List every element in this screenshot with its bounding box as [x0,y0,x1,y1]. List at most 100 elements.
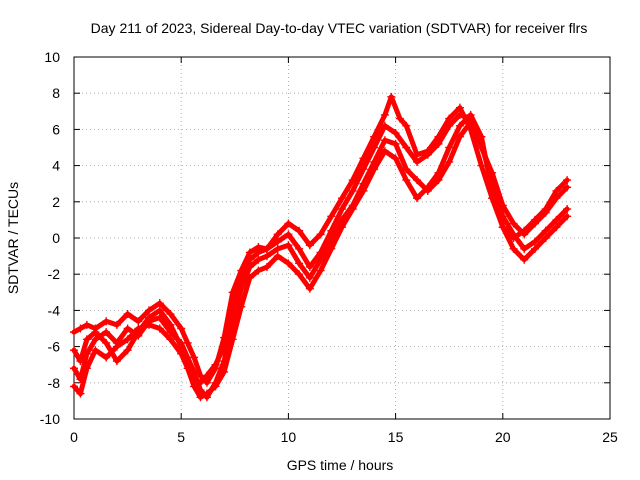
data-point [387,92,396,101]
data-point [455,121,464,130]
data-point [134,328,143,337]
x-tick-label: 5 [177,429,185,445]
data-point [402,176,411,185]
data-point [509,219,518,228]
data-point [498,201,507,210]
data-point [434,168,443,177]
data-point [76,357,85,366]
data-point [284,230,293,239]
data-point [498,223,507,232]
data-point [177,342,186,351]
y-tick-label: 6 [52,121,60,137]
data-point [190,375,199,384]
data-point [445,114,454,123]
y-tick-label: 2 [52,194,60,210]
y-tick-label: 0 [52,230,60,246]
data-point [305,241,314,250]
y-axis: -10 -8 -6 -4 -2 0 2 4 6 8 10 [40,49,610,427]
data-point [455,110,464,119]
data-point [76,389,85,398]
y-tick-label: -6 [48,339,61,355]
data-point [273,237,282,246]
data-point [305,262,314,271]
data-point [477,161,486,170]
data-point [145,313,154,322]
data-point [183,357,192,366]
data-point [402,121,411,130]
data-point [112,342,121,351]
data-point [413,157,422,166]
y-tick-label: -10 [40,411,60,427]
data-point [488,168,497,177]
data-point [563,183,572,192]
data-point [563,176,572,185]
data-point [552,186,561,195]
data-point [70,382,78,391]
data-point [327,212,336,221]
data-point [123,310,132,319]
data-point [541,208,550,217]
data-point [70,346,78,355]
data-point [76,324,85,333]
data-point [305,284,314,293]
data-point [123,324,132,333]
y-tick-label: -2 [48,266,61,282]
x-tick-label: 0 [70,429,78,445]
data-point [552,194,561,203]
data-point [391,139,400,148]
data-point [262,262,271,271]
data-point [112,357,121,366]
data-point [91,335,100,344]
data-point [541,226,550,235]
data-point [220,342,229,351]
data-point [488,186,497,195]
data-point [509,230,518,239]
data-point [380,121,389,130]
data-point [316,248,325,257]
data-point [295,270,304,279]
data-point [112,320,121,329]
data-point [196,393,205,402]
data-point [509,244,518,253]
data-point [541,234,550,242]
data-point [155,306,164,315]
y-axis-label: SDTVAR / TECUs [5,182,21,294]
y-tick-label: 8 [52,85,60,101]
data-point [245,255,254,264]
data-point [262,244,271,253]
data-point [380,147,389,156]
data-point [202,389,211,398]
series-track-2 [70,118,572,402]
data-point [273,252,282,261]
data-point [273,244,282,253]
data-point [82,320,91,329]
data-point [423,150,432,159]
data-point [166,335,175,344]
data-point [445,143,454,152]
x-tick-label: 20 [495,429,511,445]
data-point [380,136,389,145]
data-point [123,346,132,355]
data-point [327,226,336,235]
data-point [220,367,229,376]
data-point [177,324,186,333]
data-point [520,255,529,264]
data-point [284,259,293,268]
data-marks [70,92,572,402]
grid [74,57,610,419]
data-point [228,335,237,344]
data-point [316,266,325,275]
data-point [455,103,464,112]
data-point [166,310,175,319]
y-tick-label: 10 [44,49,60,65]
x-tick-label: 15 [388,429,404,445]
data-point [520,244,529,253]
data-point [284,219,293,228]
data-point [190,382,199,391]
data-point [102,353,111,362]
data-point [295,244,304,253]
data-point [102,338,111,347]
x-axis: 0 5 10 15 20 25 [70,57,618,445]
